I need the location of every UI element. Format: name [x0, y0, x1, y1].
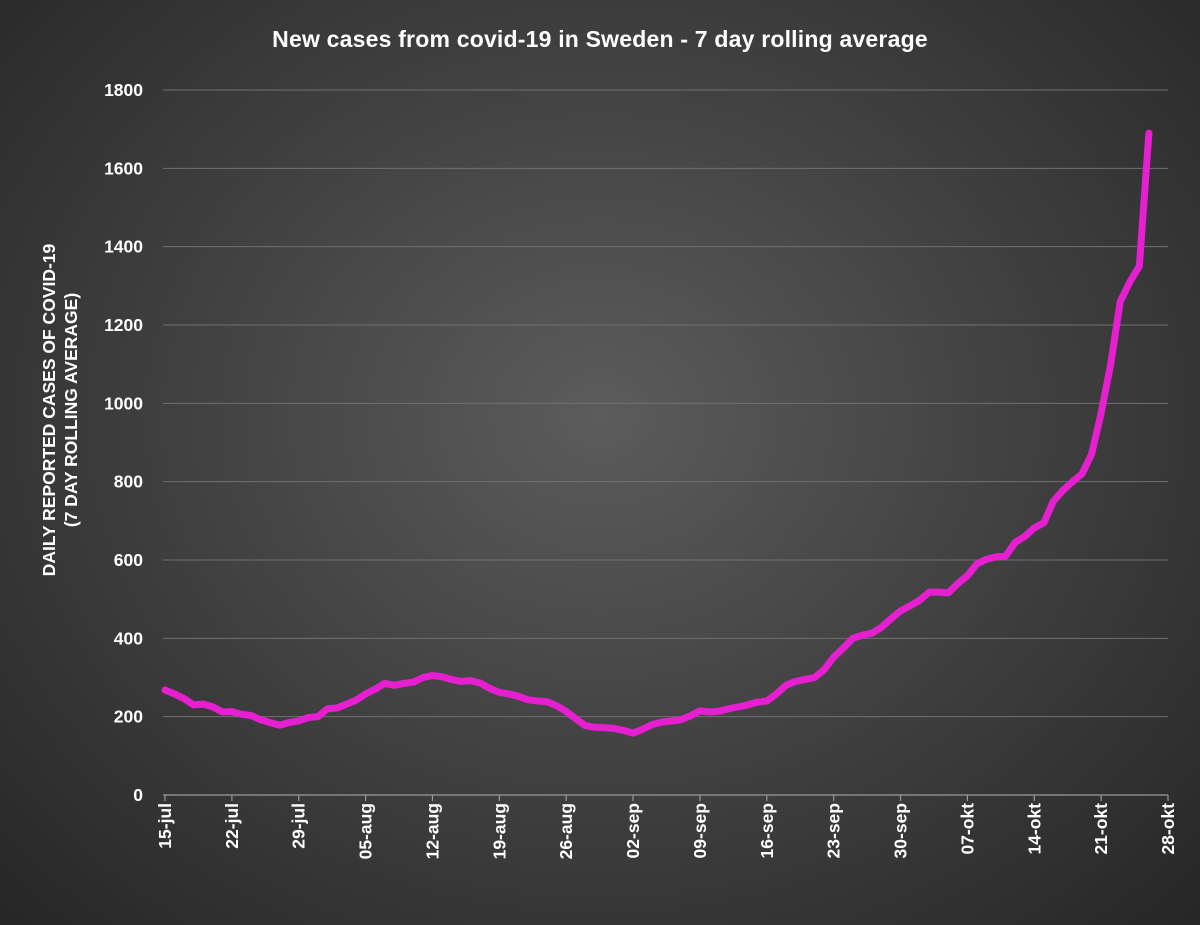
y-tick-label: 0 — [133, 785, 143, 805]
x-tick-label: 26-aug — [556, 803, 576, 859]
y-tick-label: 1400 — [104, 237, 143, 257]
x-tick-label: 02-sep — [623, 803, 643, 858]
y-tick-label: 1600 — [104, 158, 143, 178]
x-tick-label: 23-sep — [824, 803, 844, 858]
y-tick-label: 600 — [114, 550, 143, 570]
y-tick-label: 400 — [114, 628, 143, 648]
series-line-new-cases — [161, 129, 1153, 737]
y-tick-label: 1800 — [104, 80, 143, 100]
x-tick-label: 15-jul — [155, 803, 175, 849]
x-tick-label: 30-sep — [891, 803, 911, 858]
y-tick-label: 200 — [114, 707, 143, 727]
x-tick-label: 05-aug — [356, 803, 376, 859]
x-tick-label: 28-okt — [1158, 803, 1178, 855]
x-tick-label: 29-jul — [289, 803, 309, 849]
x-tick-label: 09-sep — [690, 803, 710, 858]
y-tick-label: 800 — [114, 472, 143, 492]
x-tick-label: 16-sep — [757, 803, 777, 858]
x-tick-label: 22-jul — [222, 803, 242, 849]
chart-title: New cases from covid-19 in Sweden - 7 da… — [272, 26, 928, 52]
x-tick-label: 21-okt — [1091, 803, 1111, 855]
x-tick-label: 14-okt — [1024, 803, 1044, 855]
y-tick-label: 1200 — [104, 315, 143, 335]
y-tick-label: 1000 — [104, 393, 143, 413]
x-tick-label: 07-okt — [957, 803, 977, 855]
x-tick-label: 19-aug — [489, 803, 509, 859]
x-tick-label: 12-aug — [422, 803, 442, 859]
